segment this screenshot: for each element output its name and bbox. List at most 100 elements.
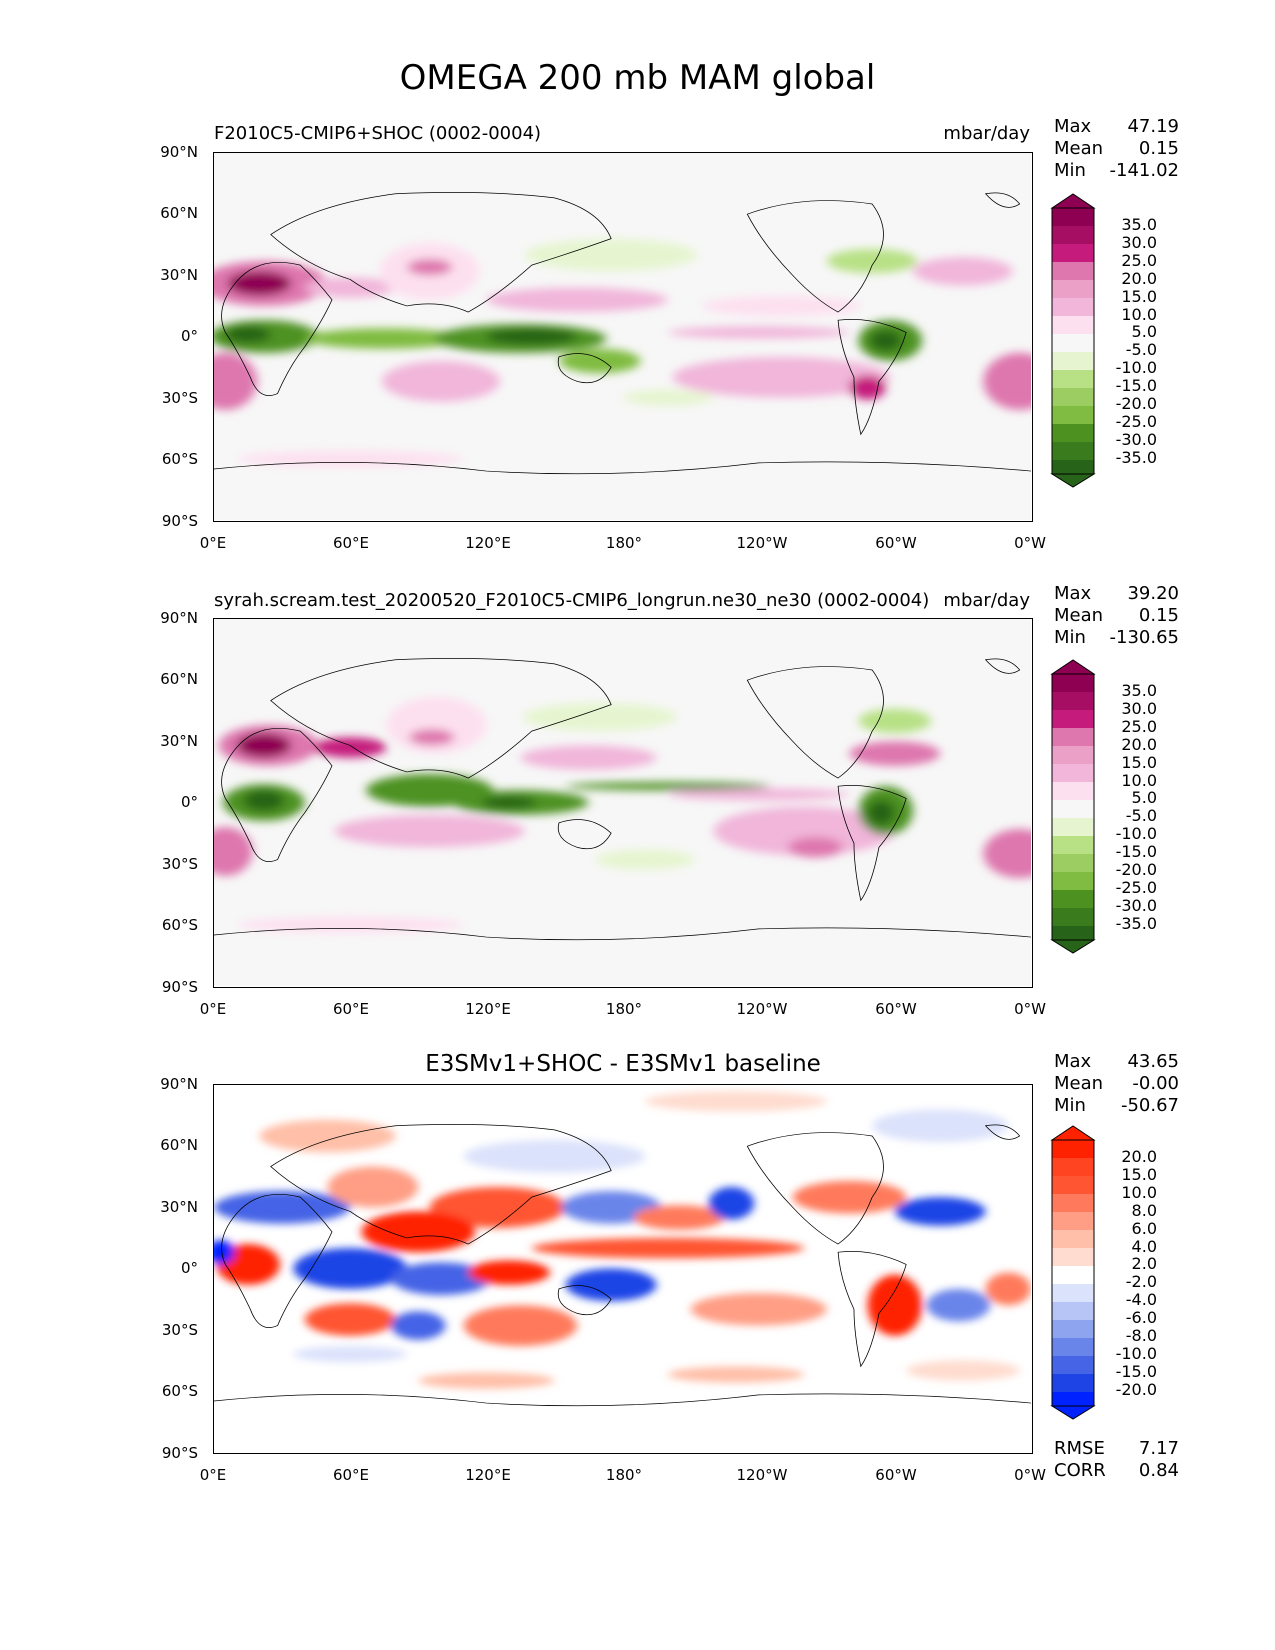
p1-blob-africa-core	[225, 326, 271, 343]
p1-xtick-5: 60°W	[875, 534, 917, 552]
p3-blob-sio-red	[304, 1303, 396, 1336]
p3-blob-south2	[667, 1366, 805, 1383]
p3-cb-seg-9	[1052, 1302, 1094, 1320]
p1-ytick-1: 60°N	[160, 204, 198, 222]
panel2-coastlines	[214, 658, 1031, 941]
p2-cb-label-5: 10.0	[1121, 770, 1157, 790]
p2-cb-bottom-arrow	[1050, 939, 1096, 954]
p3-cb-seg-3	[1052, 1194, 1094, 1212]
p3-cb-label-6: 2.0	[1131, 1254, 1157, 1274]
p2-cb-seg-13	[1052, 908, 1094, 926]
p3-xtick-2: 120°E	[465, 1466, 511, 1484]
panel1-colorbar-labels: 35.0 30.0 25.0 20.0 15.0 10.0 5.0 -5.0 -…	[1097, 216, 1157, 467]
p3-ytick-6: 90°S	[161, 1444, 198, 1462]
panel1-stats: Max Mean Min	[1054, 116, 1103, 182]
p2-cb-label-12: -30.0	[1115, 895, 1157, 915]
p1-cb-top-arrow	[1050, 193, 1096, 209]
panel3-title: E3SMv1+SHOC - E3SMv1 baseline	[425, 1051, 821, 1077]
p1-cb-label-1: 30.0	[1121, 232, 1157, 252]
p2-ytick-3: 0°	[180, 793, 198, 811]
p3-cb-bottom-arrow	[1050, 1405, 1096, 1420]
p2-cb-seg-2	[1052, 710, 1094, 728]
p3-blob-sam-red	[867, 1274, 923, 1336]
p1-blob-sio	[381, 360, 500, 402]
p3-cb-label-7: -2.0	[1125, 1272, 1157, 1292]
p3-blob-npac2-red	[633, 1205, 725, 1230]
p1-blob-npac1	[486, 287, 668, 313]
p1-ytick-5: 60°S	[161, 450, 198, 468]
p3-cb-label-8: -4.0	[1125, 1290, 1157, 1310]
p1-cb-label-3: 20.0	[1121, 268, 1157, 288]
panel1-title: F2010C5-CMIP6+SHOC (0002-0004)	[214, 123, 542, 144]
panel2-title: syrah.scream.test_20200520_F2010C5-CMIP6…	[214, 590, 930, 611]
p3-cb-label-1: 15.0	[1121, 1164, 1157, 1184]
p3-cb-label-11: -10.0	[1115, 1343, 1157, 1363]
p1-cb-label-9: -15.0	[1115, 376, 1157, 396]
p1-blob-io-green	[304, 328, 464, 349]
panel3-rmse-value: 7.17	[1138, 1438, 1179, 1459]
p3-cb-seg-5	[1052, 1230, 1094, 1248]
p3-blob-africa-blue	[214, 1239, 235, 1265]
panel3-rmse-label: RMSE	[1054, 1438, 1105, 1459]
p3-blob-arabia-red	[327, 1166, 419, 1208]
p1-cb-label-11: -25.0	[1115, 411, 1157, 431]
p2-cb-seg-8	[1052, 818, 1094, 836]
p2-blob-nafrica-core	[236, 733, 292, 758]
panel3-stats: Max Mean Min	[1054, 1051, 1103, 1117]
p3-cb-label-3: 8.0	[1131, 1200, 1157, 1220]
p2-cb-seg-5	[1052, 764, 1094, 782]
panel2-mean-value: 0.15	[1138, 605, 1179, 626]
p1-cb-seg-12	[1052, 424, 1094, 442]
p3-blob-arctic-red	[645, 1091, 827, 1112]
panel3-corr-label: CORR	[1054, 1460, 1106, 1481]
p1-cb-seg-4	[1052, 280, 1094, 298]
p1-blob-ssouth	[622, 389, 714, 406]
figure-title: OMEGA 200 mb MAM global	[399, 58, 876, 98]
p2-cb-seg-14	[1052, 926, 1094, 940]
p3-cb-seg-0	[1052, 1140, 1094, 1158]
p1-cb-seg-10	[1052, 388, 1094, 406]
p1-cb-seg-8	[1052, 352, 1094, 370]
p2-ytick-1: 60°N	[160, 670, 198, 688]
panel3-map	[213, 1084, 1033, 1454]
p2-blob-npac-green2	[858, 708, 932, 734]
p3-cb-seg-8	[1052, 1284, 1094, 1302]
p3-ytick-1: 60°N	[160, 1136, 198, 1154]
panel2-mean-label: Mean	[1054, 605, 1104, 626]
panel2-stats: Max Mean Min	[1054, 583, 1103, 649]
p2-xtick-6: 0°W	[1014, 1000, 1046, 1018]
p1-cb-label-10: -20.0	[1115, 394, 1157, 414]
p3-blob-asia-blue	[463, 1140, 646, 1173]
p2-ytick-6: 90°S	[161, 978, 198, 996]
p3-xtick-5: 60°W	[875, 1466, 917, 1484]
panel2-units: mbar/day	[943, 590, 1030, 611]
p3-ytick-3: 0°	[180, 1259, 198, 1277]
p1-xtick-6: 0°W	[1014, 534, 1046, 552]
panel3-corr-value: 0.84	[1138, 1460, 1179, 1481]
p2-cb-label-2: 25.0	[1121, 716, 1157, 736]
p1-xtick-1: 60°E	[332, 534, 370, 552]
panel1-field	[214, 153, 1031, 520]
panel1-mean-value: 0.15	[1138, 138, 1179, 159]
p2-cb-label-9: -15.0	[1115, 842, 1157, 862]
panel3-mean-value: -0.00	[1132, 1073, 1179, 1094]
p2-xtick-1: 60°E	[332, 1000, 370, 1018]
p3-blob-eur-red	[259, 1119, 396, 1153]
p1-cb-bottom-arrow	[1050, 473, 1096, 488]
p3-cb-seg-12	[1052, 1356, 1094, 1374]
panel3-stat-values: 43.65 -0.00 -50.67	[1121, 1051, 1179, 1117]
panel1-stat-values: 47.19 0.15 -141.02	[1110, 116, 1179, 182]
panel2-max-label: Max	[1054, 583, 1092, 604]
p1-cb-label-13: -35.0	[1115, 447, 1157, 467]
panel1-units: mbar/day	[943, 123, 1030, 144]
p3-ytick-2: 30°N	[160, 1198, 198, 1216]
p2-cb-label-7: -5.0	[1125, 806, 1157, 826]
p3-blob-natl-blue	[894, 1197, 986, 1226]
panel3-extra-stats: RMSE CORR	[1054, 1438, 1106, 1482]
p2-blob-npac-green	[522, 702, 677, 732]
p1-cb-seg-6	[1052, 316, 1094, 334]
p3-xtick-6: 0°W	[1014, 1466, 1046, 1484]
p3-blob-arctic-blue	[872, 1109, 1009, 1143]
panel2-colorbar	[1050, 659, 1096, 954]
p1-blob-eqpac	[667, 326, 850, 339]
